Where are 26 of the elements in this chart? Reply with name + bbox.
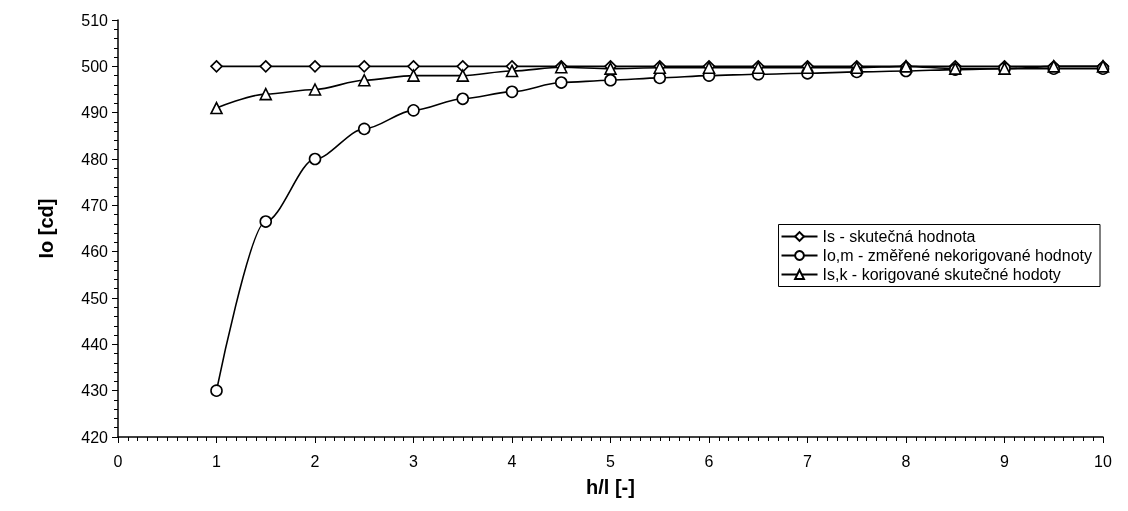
x-tick-label: 7 [803,452,813,470]
x-tick-label: 6 [704,452,714,470]
legend-label: Is,k - korigované skutečné hodoty [822,266,1061,283]
x-tick-label: 9 [1000,452,1010,470]
y-tick-label: 480 [81,150,109,168]
y-tick-label: 450 [81,289,109,307]
x-tick-label: 4 [507,452,517,470]
x-tick-label: 10 [1094,452,1112,470]
y-tick-label: 420 [81,428,109,446]
legend-label: Is - skutečná hodnota [822,228,976,245]
x-tick-label: 2 [310,452,320,470]
y-tick-label: 460 [81,243,109,261]
y-tick-label: 440 [81,335,109,353]
y-tick-label: 430 [81,382,109,400]
y-axis-title: Io [cd] [35,198,57,259]
x-tick-label: 3 [409,452,419,470]
y-tick-label: 500 [81,57,109,75]
x-tick-label: 1 [212,452,222,470]
x-tick-label: 8 [901,452,911,470]
x-tick-label: 5 [606,452,616,470]
y-tick-label: 490 [81,104,109,122]
x-axis-title: h/l [-] [586,476,635,498]
x-tick-label: 0 [113,452,123,470]
legend-label: Io,m - změřené nekorigované hodnoty [822,247,1092,264]
y-tick-label: 510 [81,11,109,29]
y-tick-label: 470 [81,196,109,214]
